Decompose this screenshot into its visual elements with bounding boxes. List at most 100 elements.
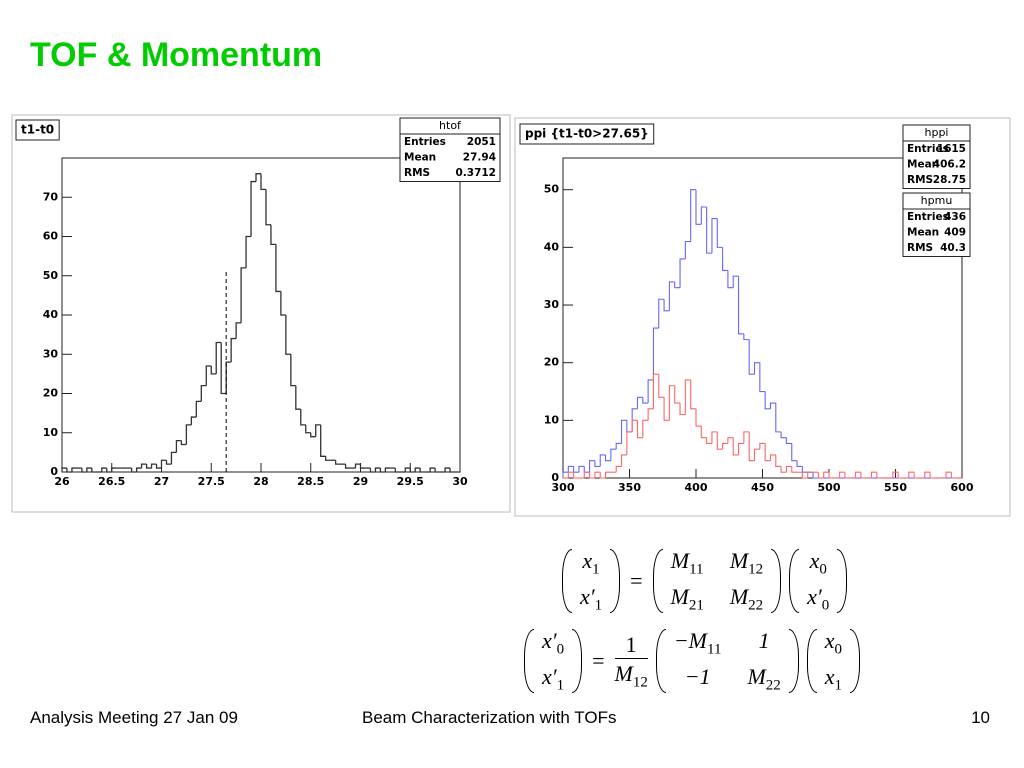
- paren: [652, 549, 663, 614]
- math-term: M12: [730, 548, 763, 578]
- histogram-bin: [195, 400, 202, 418]
- matrix-cells: x1 x′1: [572, 548, 610, 615]
- math-subscript: 22: [748, 597, 764, 614]
- histogram-bin: [374, 467, 381, 472]
- histogram-bin: [245, 235, 252, 268]
- histogram-bin: [610, 448, 617, 461]
- stats-label: RMS: [404, 167, 430, 179]
- math-symbol: x: [582, 548, 593, 573]
- y-tick-label: 70: [43, 190, 59, 203]
- y-tick-label: 0: [551, 471, 559, 484]
- x-tick-label: 500: [818, 481, 841, 494]
- math-symbol: −M: [673, 628, 707, 653]
- math-subscript: 0: [819, 561, 827, 578]
- math-term: x0: [825, 628, 842, 658]
- math-term: x′0: [807, 584, 829, 614]
- stats-value: 436: [944, 211, 966, 223]
- chart-title-box: [519, 123, 655, 145]
- histogram-bin: [897, 472, 904, 479]
- math-symbol: x: [824, 664, 835, 690]
- x-tick-label: 400: [685, 481, 708, 494]
- math-term: x′0: [542, 628, 564, 658]
- x-tick-label: 550: [884, 481, 907, 494]
- plot-frame: [562, 157, 963, 479]
- histogram-bin: [170, 451, 177, 465]
- histogram-bin: [759, 362, 766, 393]
- histogram-bin: [290, 354, 296, 387]
- histogram-bin: [61, 467, 67, 472]
- histogram-bin: [66, 468, 72, 473]
- math-symbol: M: [729, 584, 749, 610]
- histogram-bin: [589, 460, 595, 473]
- stats-box: [902, 124, 971, 189]
- math-symbol: x′: [580, 584, 595, 610]
- histogram-bin: [369, 468, 376, 473]
- stats-label: Mean: [404, 151, 436, 163]
- math-subscript: 0: [821, 597, 830, 614]
- math-term: M11: [671, 548, 704, 578]
- x-tick-label: 300: [552, 481, 575, 494]
- histogram-bin: [785, 437, 792, 444]
- histogram-bin: [190, 416, 197, 425]
- histogram-bin: [255, 173, 261, 182]
- stats-label: Entries: [404, 136, 446, 148]
- math-symbol: 1: [758, 628, 770, 653]
- histogram-bin: [663, 397, 670, 421]
- histogram-bin: [344, 464, 351, 469]
- math-term: M21: [671, 584, 704, 614]
- x-tick-label: 30: [452, 475, 468, 488]
- stats-value: 409: [944, 226, 966, 238]
- matrix: x0 x′0: [789, 548, 848, 615]
- histogram-bin: [135, 467, 142, 472]
- paren: [572, 629, 583, 694]
- histogram-bin: [300, 409, 306, 426]
- histogram-bin: [583, 471, 590, 478]
- stats-value: 2051: [467, 136, 496, 148]
- histogram-bin: [285, 315, 291, 355]
- stats-label: RMS: [907, 174, 933, 186]
- y-tick-label: 50: [43, 269, 59, 282]
- footer-center: Beam Characterization with TOFs: [362, 708, 617, 727]
- histogram-bin: [748, 339, 755, 375]
- math-term: x′1: [580, 584, 602, 614]
- histogram-bin: [738, 442, 744, 455]
- histogram-bin: [647, 408, 654, 421]
- stats-box: [902, 192, 971, 257]
- histogram-bin: [185, 424, 192, 445]
- histogram-bin: [775, 454, 782, 468]
- histogram-bin: [449, 468, 456, 473]
- histogram-bin: [658, 298, 665, 329]
- histogram-bin: [732, 437, 739, 456]
- histogram-bin: [796, 460, 803, 468]
- math-symbol: x: [809, 548, 820, 573]
- fraction: 1 M12: [614, 632, 648, 691]
- math-symbol: M: [614, 660, 633, 686]
- histogram-bin: [111, 467, 117, 472]
- histogram-bin: [620, 454, 627, 467]
- histogram-bin: [780, 431, 787, 439]
- histogram-bin: [695, 189, 702, 225]
- matrix-cells: x0 x′0: [799, 548, 837, 615]
- histogram-bin: [71, 467, 77, 472]
- histogram-bin: [210, 366, 217, 375]
- histogram-bin: [631, 419, 638, 432]
- histogram-bin: [690, 189, 696, 242]
- matrix: x1 x′1: [562, 548, 621, 615]
- histogram-bin: [652, 327, 659, 380]
- math-symbol: M: [670, 584, 689, 610]
- histogram-bin: [844, 472, 851, 479]
- histogram-bin: [562, 471, 569, 478]
- histogram-bin: [871, 471, 877, 478]
- histogram-bin: [876, 472, 883, 479]
- histogram-bin: [419, 468, 426, 473]
- histogram-bin: [700, 206, 707, 225]
- histogram-bin: [310, 432, 316, 438]
- histogram-bin: [220, 342, 227, 395]
- math-symbol: x′: [807, 584, 822, 610]
- histogram-bin: [716, 431, 723, 450]
- histogram-bin: [250, 180, 257, 237]
- math-term: M22: [730, 584, 763, 614]
- histogram-bin: [743, 333, 750, 341]
- histogram-bin: [605, 471, 611, 478]
- histogram-bin: [573, 472, 579, 479]
